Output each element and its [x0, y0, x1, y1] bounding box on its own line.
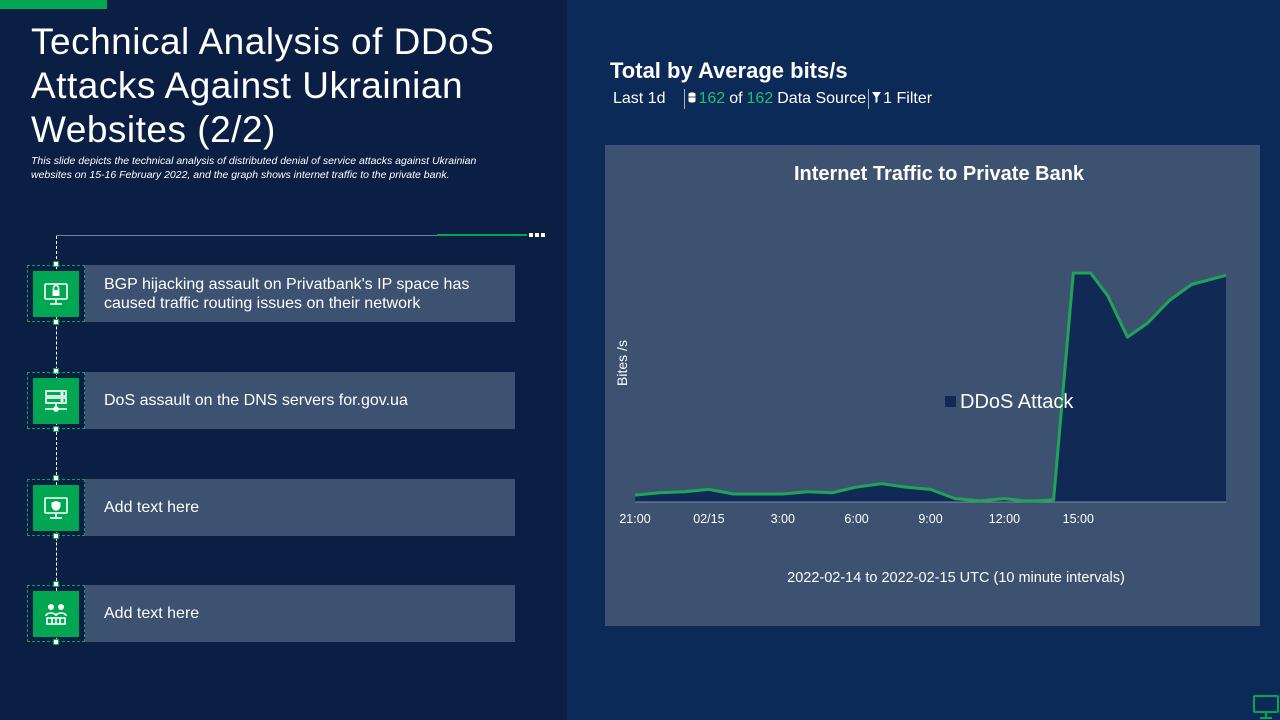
traffic-chart: Internet Traffic to Private Bank Bites /…: [614, 163, 1227, 586]
step-text: Add text here: [104, 499, 200, 516]
step-text: BGP hijacking assault on Privatbank's IP…: [104, 275, 470, 312]
x-tick-label: 12:00: [989, 512, 1020, 526]
database-icon: [688, 90, 696, 108]
timeline-node: [53, 426, 59, 432]
chart-box: Internet Traffic to Private Bank Bites /…: [605, 145, 1260, 626]
timeline-node: [53, 475, 59, 481]
x-tick-label: 21:00: [619, 512, 650, 526]
step-icon-frame: [27, 372, 85, 429]
server-network-icon: [33, 378, 79, 424]
timeline-node: [53, 261, 59, 267]
step-card: Add text here: [85, 585, 515, 642]
meta-separator: [868, 89, 870, 109]
x-axis-label: 2022-02-14 to 2022-02-15 UTC (10 minute …: [787, 570, 1125, 586]
monitor-shield-icon: [33, 485, 79, 531]
y-axis-label: Bites /s: [614, 340, 630, 386]
data-source-of: of: [729, 90, 743, 107]
monitor-icon: [1252, 694, 1280, 720]
step-text: Add text here: [104, 605, 200, 622]
step-item: Add text here: [27, 475, 515, 539]
range-selector[interactable]: Last 1d: [613, 90, 666, 107]
x-tick-label: 02/15: [693, 512, 724, 526]
data-source-total: 162: [746, 90, 774, 107]
step-item: DoS assault on the DNS servers for.gov.u…: [27, 368, 515, 432]
step-icon-frame: [27, 479, 85, 536]
accent-bar: [0, 0, 107, 9]
timeline-accent-line: [437, 234, 527, 236]
slide-title: Technical Analysis of DDoS Attacks Again…: [31, 21, 495, 150]
x-tick-label: 6:00: [844, 512, 868, 526]
timeline-horizontal-line: [56, 235, 437, 236]
step-item: Add text here: [27, 581, 515, 645]
data-source-label: Data Source: [777, 90, 867, 107]
x-tick-label: 15:00: [1063, 512, 1094, 526]
step-icon-frame: [27, 585, 85, 642]
x-tick-labels: 21:00 02/15 3:00 6:00 9:00 12:00 15:00: [619, 512, 1094, 526]
legend-swatch: [945, 396, 956, 407]
step-card: Add text here: [85, 479, 515, 536]
filter-label[interactable]: 1 Filter: [883, 90, 933, 107]
x-tick-label: 3:00: [771, 512, 795, 526]
step-icon-frame: [27, 265, 85, 322]
step-card: DoS assault on the DNS servers for.gov.u…: [85, 372, 515, 429]
x-tick-label: 9:00: [918, 512, 942, 526]
meta-separator: [684, 89, 686, 109]
dashboard-header: Total by Average bits/s: [610, 58, 848, 83]
timeline-node: [53, 639, 59, 645]
computer-lock-icon: [33, 271, 79, 317]
step-card: BGP hijacking assault on Privatbank's IP…: [85, 265, 515, 322]
people-network-icon: [33, 591, 79, 637]
timeline-dots: [529, 233, 547, 238]
timeline: BGP hijacking assault on Privatbank's IP…: [0, 0, 567, 720]
filter-icon[interactable]: [872, 90, 882, 108]
timeline-vertical-line: [56, 236, 57, 641]
series-line: [634, 271, 1227, 503]
step-text: DoS assault on the DNS servers for.gov.u…: [104, 392, 408, 409]
data-source-count[interactable]: 162: [698, 90, 726, 107]
timeline-node: [53, 581, 59, 587]
legend-label: DDoS Attack: [960, 391, 1074, 413]
step-item: BGP hijacking assault on Privatbank's IP…: [27, 261, 515, 325]
timeline-node: [53, 319, 59, 325]
dashboard-meta-row: Last 1d 162 of 162 Data Source 1 Filter: [613, 88, 932, 110]
timeline-node: [53, 368, 59, 374]
timeline-node: [53, 533, 59, 539]
series-area: [635, 273, 1226, 502]
chart-title: Internet Traffic to Private Bank: [794, 163, 1085, 185]
slide-subtitle: This slide depicts the technical analysi…: [31, 155, 477, 181]
